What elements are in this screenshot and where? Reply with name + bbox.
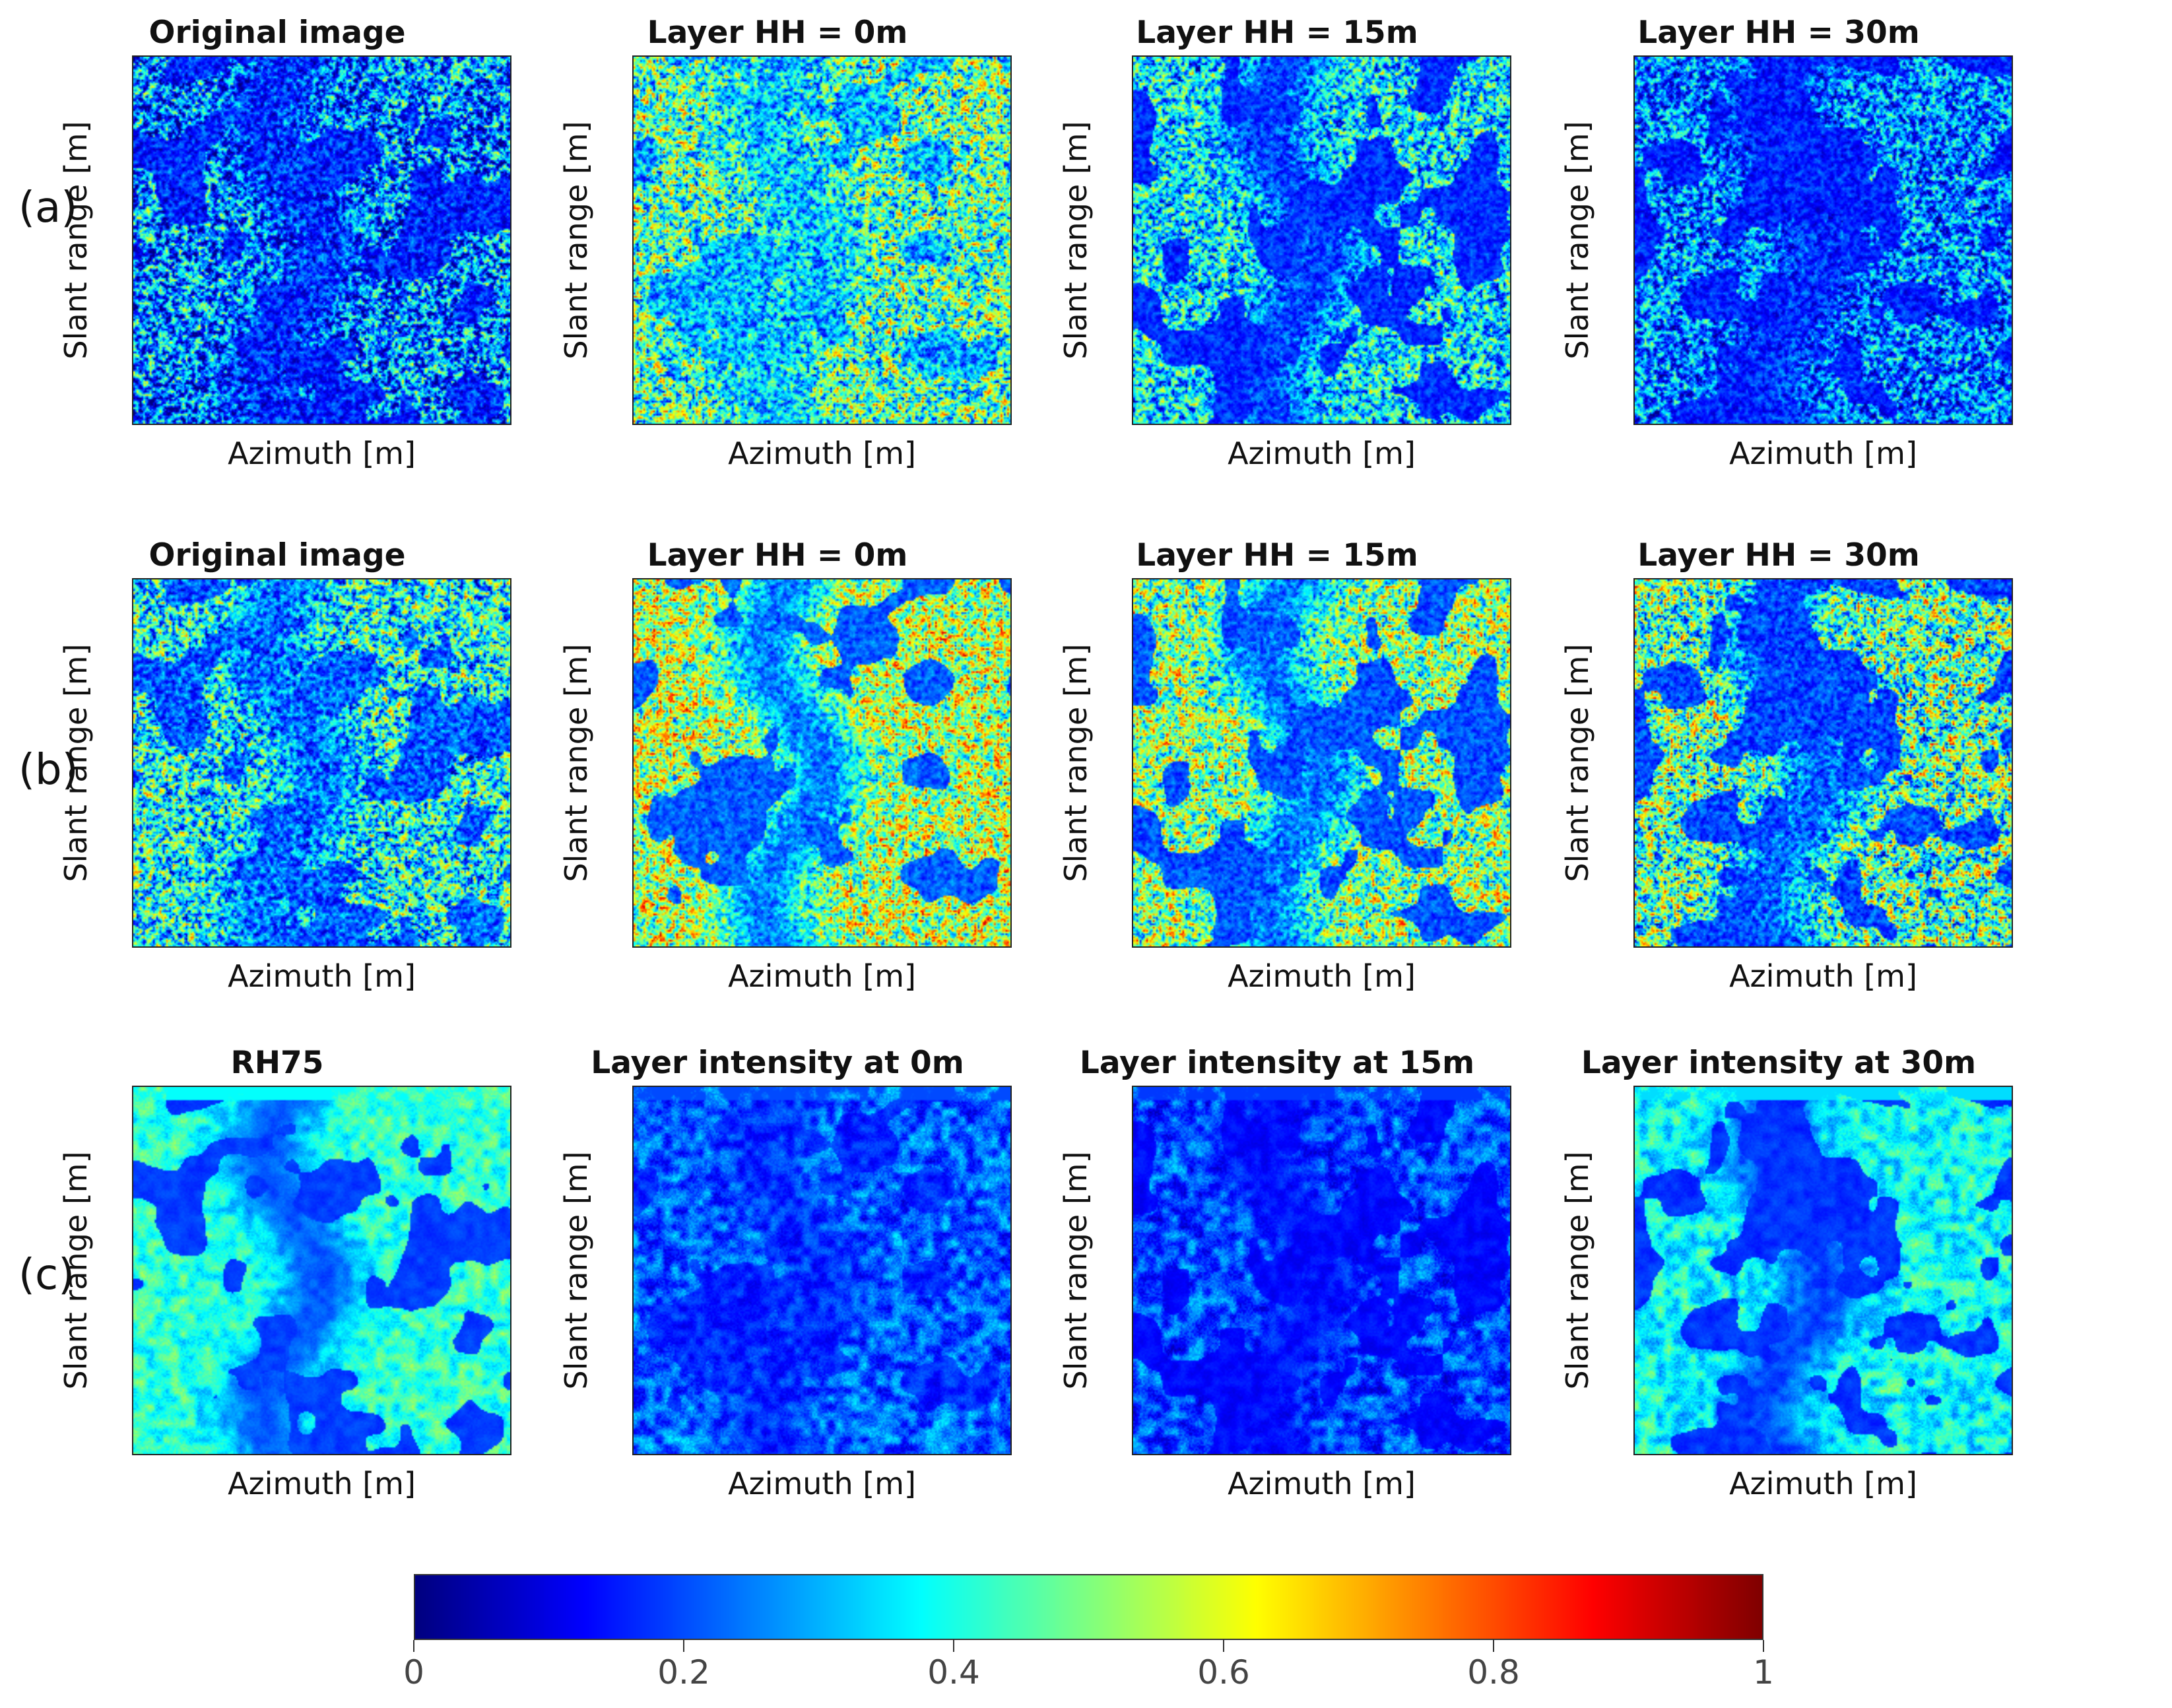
panel-title: Layer HH = 15m — [1136, 537, 1418, 574]
heatmap-panel: Layer intensity at 30m Slant range [m] Azi… — [1541, 1045, 2016, 1501]
colorbar-tick — [1763, 1640, 1764, 1652]
panel-title: Layer HH = 15m — [1136, 15, 1418, 51]
heatmap-plot — [1132, 1086, 1511, 1455]
heatmap-canvas — [1635, 579, 2012, 946]
x-axis-label: Azimuth [m] — [228, 436, 416, 471]
panel-title: Layer intensity at 15m — [1079, 1045, 1475, 1081]
x-axis-label: Azimuth [m] — [1228, 1466, 1416, 1501]
heatmap-panel: Layer HH = 15m Slant range [m] Azimuth [m] — [1039, 15, 1515, 471]
row-label-c: (c) — [18, 1251, 75, 1299]
heatmap-canvas — [634, 57, 1010, 424]
heatmap-panel: Original image Slant range [m] Azimuth [m] — [40, 537, 515, 994]
y-axis-label: Slant range [m] — [58, 643, 94, 882]
heatmap-canvas — [1133, 57, 1510, 424]
heatmap-panel: Layer HH = 0m Slant range [m] Azimuth [m] — [540, 537, 1015, 994]
panel-title: Original image — [148, 537, 406, 574]
colorbar-gradient — [414, 1574, 1763, 1640]
colorbar-tick-label: 0 — [403, 1653, 424, 1692]
panel-title: RH75 — [230, 1045, 324, 1081]
x-axis-label: Azimuth [m] — [228, 958, 416, 994]
x-axis-label: Azimuth [m] — [228, 1466, 416, 1501]
heatmap-plot — [1132, 55, 1511, 425]
heatmap-canvas — [634, 1087, 1010, 1454]
colorbar-tick — [683, 1640, 684, 1652]
x-axis-label: Azimuth [m] — [728, 436, 916, 471]
colorbar-tick — [1223, 1640, 1224, 1652]
heatmap-plot — [132, 578, 511, 948]
y-axis-label: Slant range [m] — [1560, 643, 1595, 882]
y-axis-label: Slant range [m] — [558, 643, 594, 882]
heatmap-plot — [1132, 578, 1511, 948]
colorbar-tick — [413, 1640, 414, 1652]
y-axis-label: Slant range [m] — [1058, 643, 1094, 882]
heatmap-canvas — [634, 579, 1010, 946]
heatmap-panel: Layer HH = 15m Slant range [m] Azimuth [m] — [1039, 537, 1515, 994]
colorbar-tick-label: 0.4 — [927, 1653, 980, 1692]
row-label-a: (a) — [18, 183, 78, 232]
heatmap-canvas — [1635, 1087, 2012, 1454]
heatmap-plot — [132, 1086, 511, 1455]
panel-title: Layer HH = 30m — [1637, 15, 1920, 51]
panel-title: Layer intensity at 0m — [591, 1045, 964, 1081]
heatmap-plot — [1633, 1086, 2013, 1455]
colorbar-tick-label: 1 — [1753, 1653, 1774, 1692]
panel-title: Layer intensity at 30m — [1581, 1045, 1977, 1081]
colorbar-tick-label: 0.6 — [1197, 1653, 1250, 1692]
x-axis-label: Azimuth [m] — [1729, 436, 1917, 471]
x-axis-label: Azimuth [m] — [728, 1466, 916, 1501]
panel-title: Original image — [148, 15, 406, 51]
row-label-b: (b) — [18, 746, 79, 795]
heatmap-canvas — [133, 579, 510, 946]
heatmap-plot — [1633, 55, 2013, 425]
y-axis-label: Slant range [m] — [1560, 121, 1595, 360]
colorbar-tick-label: 0.8 — [1467, 1653, 1520, 1692]
y-axis-label: Slant range [m] — [1058, 121, 1094, 360]
heatmap-canvas — [133, 57, 510, 424]
x-axis-label: Azimuth [m] — [1228, 958, 1416, 994]
y-axis-label: Slant range [m] — [558, 121, 594, 360]
y-axis-label: Slant range [m] — [1058, 1151, 1094, 1390]
heatmap-canvas — [1133, 1087, 1510, 1454]
heatmap-panel: Original image Slant range [m] Azimuth [m] — [40, 15, 515, 471]
heatmap-plot — [132, 55, 511, 425]
heatmap-panel: Layer intensity at 15m Slant range [m] Azi… — [1039, 1045, 1515, 1501]
heatmap-panel: RH75 Slant range [m] Azimuth [m] — [40, 1045, 515, 1501]
x-axis-label: Azimuth [m] — [1729, 1466, 1917, 1501]
heatmap-canvas — [1133, 579, 1510, 946]
x-axis-label: Azimuth [m] — [1228, 436, 1416, 471]
heatmap-canvas — [133, 1087, 510, 1454]
heatmap-panel: Layer HH = 0m Slant range [m] Azimuth [m] — [540, 15, 1015, 471]
panel-title: Layer HH = 0m — [647, 15, 908, 51]
colorbar-tick — [953, 1640, 954, 1652]
x-axis-label: Azimuth [m] — [1729, 958, 1917, 994]
panel-title: Layer HH = 30m — [1637, 537, 1920, 574]
colorbar-tick-label: 0.2 — [657, 1653, 710, 1692]
y-axis-label: Slant range [m] — [58, 121, 94, 360]
heatmap-plot — [632, 1086, 1012, 1455]
x-axis-label: Azimuth [m] — [728, 958, 916, 994]
y-axis-label: Slant range [m] — [558, 1151, 594, 1390]
y-axis-label: Slant range [m] — [1560, 1151, 1595, 1390]
heatmap-panel: Layer HH = 30m Slant range [m] Azimuth [m] — [1541, 537, 2016, 994]
heatmap-plot — [1633, 578, 2013, 948]
heatmap-panel: Layer HH = 30m Slant range [m] Azimuth [m] — [1541, 15, 2016, 471]
panel-title: Layer HH = 0m — [647, 537, 908, 574]
heatmap-panel: Layer intensity at 0m Slant range [m] Azim… — [540, 1045, 1015, 1501]
heatmap-plot — [632, 55, 1012, 425]
heatmap-canvas — [1635, 57, 2012, 424]
heatmap-plot — [632, 578, 1012, 948]
colorbar-tick — [1493, 1640, 1494, 1652]
y-axis-label: Slant range [m] — [58, 1151, 94, 1390]
